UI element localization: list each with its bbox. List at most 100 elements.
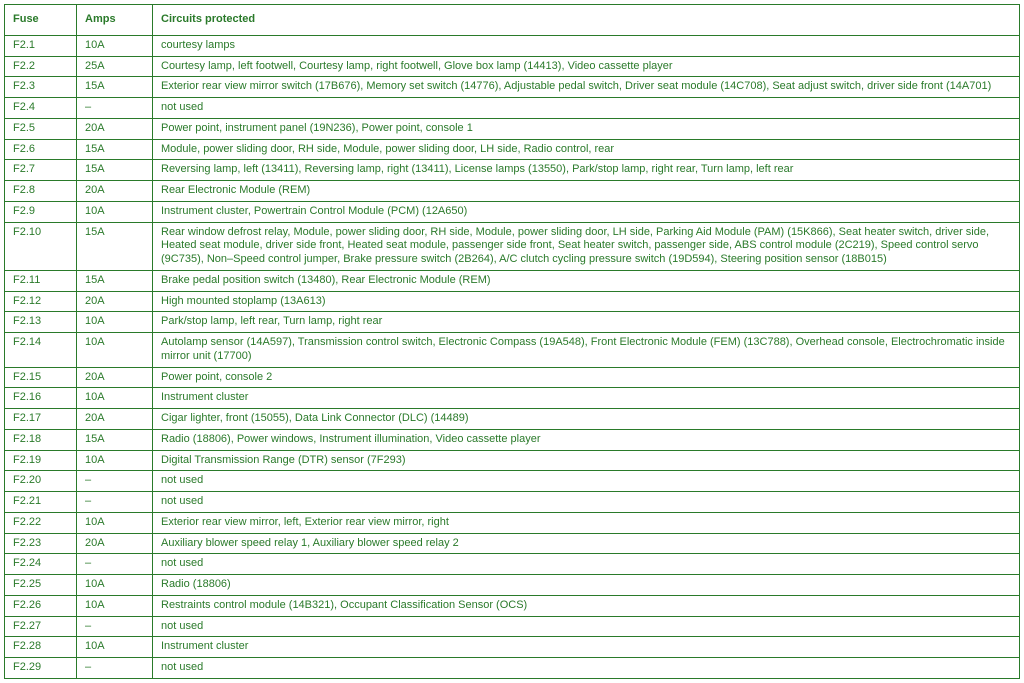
table-row: F2.2810AInstrument cluster (5, 637, 1020, 658)
table-row: F2.1015ARear window defrost relay, Modul… (5, 222, 1020, 270)
cell-amps: 10A (77, 637, 153, 658)
cell-amps: 20A (77, 118, 153, 139)
cell-amps: 15A (77, 77, 153, 98)
cell-fuse: F2.29 (5, 658, 77, 679)
table-row: F2.225ACourtesy lamp, left footwell, Cou… (5, 56, 1020, 77)
cell-circuits: Exterior rear view mirror switch (17B676… (153, 77, 1020, 98)
cell-circuits: Autolamp sensor (14A597), Transmission c… (153, 333, 1020, 368)
cell-circuits: not used (153, 492, 1020, 513)
cell-fuse: F2.27 (5, 616, 77, 637)
cell-circuits: Digital Transmission Range (DTR) sensor … (153, 450, 1020, 471)
table-row: F2.27–not used (5, 616, 1020, 637)
cell-amps: 10A (77, 450, 153, 471)
cell-circuits: not used (153, 471, 1020, 492)
cell-circuits: Exterior rear view mirror, left, Exterio… (153, 512, 1020, 533)
table-row: F2.1610AInstrument cluster (5, 388, 1020, 409)
table-row: F2.315AExterior rear view mirror switch … (5, 77, 1020, 98)
cell-amps: 20A (77, 533, 153, 554)
table-header-row: Fuse Amps Circuits protected (5, 5, 1020, 36)
table-row: F2.1720ACigar lighter, front (15055), Da… (5, 409, 1020, 430)
cell-amps: 10A (77, 512, 153, 533)
cell-circuits: Restraints control module (14B321), Occu… (153, 595, 1020, 616)
cell-circuits: Reversing lamp, left (13411), Reversing … (153, 160, 1020, 181)
cell-amps: 15A (77, 139, 153, 160)
cell-amps: 20A (77, 181, 153, 202)
cell-circuits: Auxiliary blower speed relay 1, Auxiliar… (153, 533, 1020, 554)
cell-circuits: Courtesy lamp, left footwell, Courtesy l… (153, 56, 1020, 77)
cell-amps: – (77, 616, 153, 637)
cell-amps: 20A (77, 367, 153, 388)
cell-amps: 10A (77, 312, 153, 333)
cell-fuse: F2.25 (5, 575, 77, 596)
cell-circuits: High mounted stoplamp (13A613) (153, 291, 1020, 312)
cell-circuits: Brake pedal position switch (13480), Rea… (153, 270, 1020, 291)
cell-circuits: Instrument cluster (153, 388, 1020, 409)
cell-amps: 10A (77, 333, 153, 368)
table-row: F2.24–not used (5, 554, 1020, 575)
table-row: F2.615AModule, power sliding door, RH si… (5, 139, 1020, 160)
cell-circuits: Park/stop lamp, left rear, Turn lamp, ri… (153, 312, 1020, 333)
table-row: F2.1220AHigh mounted stoplamp (13A613) (5, 291, 1020, 312)
cell-amps: 15A (77, 429, 153, 450)
col-header-fuse: Fuse (5, 5, 77, 36)
table-row: F2.1910ADigital Transmission Range (DTR)… (5, 450, 1020, 471)
cell-circuits: Radio (18806) (153, 575, 1020, 596)
table-row: F2.520APower point, instrument panel (19… (5, 118, 1020, 139)
table-row: F2.1410AAutolamp sensor (14A597), Transm… (5, 333, 1020, 368)
cell-amps: – (77, 492, 153, 513)
cell-fuse: F2.1 (5, 35, 77, 56)
cell-amps: 20A (77, 291, 153, 312)
cell-amps: 25A (77, 56, 153, 77)
table-row: F2.910AInstrument cluster, Powertrain Co… (5, 201, 1020, 222)
cell-fuse: F2.22 (5, 512, 77, 533)
cell-fuse: F2.5 (5, 118, 77, 139)
table-body: F2.110Acourtesy lampsF2.225ACourtesy lam… (5, 35, 1020, 678)
table-row: F2.20–not used (5, 471, 1020, 492)
table-row: F2.1520APower point, console 2 (5, 367, 1020, 388)
cell-amps: – (77, 98, 153, 119)
cell-circuits: Module, power sliding door, RH side, Mod… (153, 139, 1020, 160)
table-row: F2.21–not used (5, 492, 1020, 513)
cell-fuse: F2.6 (5, 139, 77, 160)
cell-amps: 15A (77, 222, 153, 270)
cell-fuse: F2.8 (5, 181, 77, 202)
cell-fuse: F2.23 (5, 533, 77, 554)
cell-fuse: F2.28 (5, 637, 77, 658)
table-row: F2.2510ARadio (18806) (5, 575, 1020, 596)
fuse-table: Fuse Amps Circuits protected F2.1 10A cour… (4, 4, 1020, 679)
cell-circuits: Cigar lighter, front (15055), Data Link … (153, 409, 1020, 430)
table-row: F2.4–not used (5, 98, 1020, 119)
table-row: F2.2320AAuxiliary blower speed relay 1, … (5, 533, 1020, 554)
cell-amps: – (77, 658, 153, 679)
cell-amps: 10A (77, 201, 153, 222)
cell-fuse: F2.14 (5, 333, 77, 368)
cell-fuse: F2.10 (5, 222, 77, 270)
cell-fuse: F2.13 (5, 312, 77, 333)
cell-circuits: courtesy lamps (153, 35, 1020, 56)
cell-circuits: Rear window defrost relay, Module, power… (153, 222, 1020, 270)
cell-amps: – (77, 471, 153, 492)
cell-fuse: F2.3 (5, 77, 77, 98)
cell-fuse: F2.2 (5, 56, 77, 77)
cell-fuse: F2.7 (5, 160, 77, 181)
cell-amps: 20A (77, 409, 153, 430)
cell-circuits: Radio (18806), Power windows, Instrument… (153, 429, 1020, 450)
col-header-circuits: Circuits protected (153, 5, 1020, 36)
cell-circuits: not used (153, 554, 1020, 575)
cell-fuse: F2.21 (5, 492, 77, 513)
table-row: F2.820ARear Electronic Module (REM) (5, 181, 1020, 202)
cell-fuse: F2.11 (5, 270, 77, 291)
cell-circuits: not used (153, 616, 1020, 637)
cell-fuse: F2.16 (5, 388, 77, 409)
cell-amps: 10A (77, 595, 153, 616)
cell-amps: 15A (77, 160, 153, 181)
cell-fuse: F2.20 (5, 471, 77, 492)
cell-circuits: not used (153, 658, 1020, 679)
cell-circuits: Power point, console 2 (153, 367, 1020, 388)
cell-fuse: F2.4 (5, 98, 77, 119)
cell-circuits: Rear Electronic Module (REM) (153, 181, 1020, 202)
cell-circuits: Instrument cluster (153, 637, 1020, 658)
cell-circuits: Power point, instrument panel (19N236), … (153, 118, 1020, 139)
table-row: F2.1815ARadio (18806), Power windows, In… (5, 429, 1020, 450)
cell-amps: 10A (77, 575, 153, 596)
